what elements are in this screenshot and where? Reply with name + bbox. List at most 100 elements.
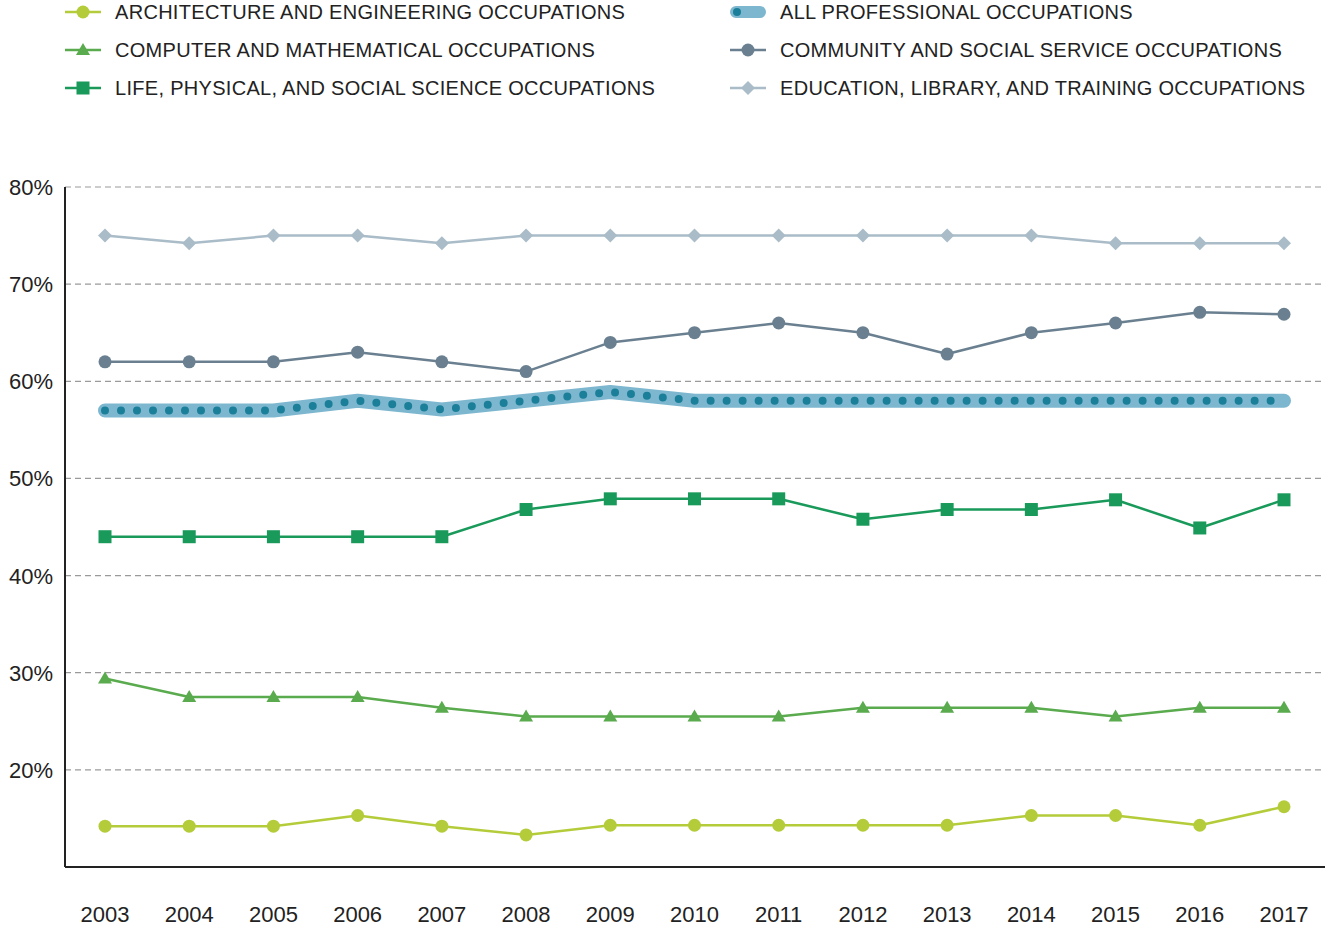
data-point xyxy=(856,513,869,526)
y-tick-label: 40% xyxy=(9,564,53,589)
data-point xyxy=(1278,493,1291,506)
data-point xyxy=(688,326,701,339)
data-point xyxy=(603,709,617,721)
legend-key xyxy=(76,43,90,55)
data-point xyxy=(435,355,448,368)
data-point xyxy=(98,672,112,684)
y-tick-label: 30% xyxy=(9,661,53,686)
series-band xyxy=(105,392,1284,410)
x-tick-label: 2014 xyxy=(1007,902,1056,927)
y-tick-label: 50% xyxy=(9,466,53,491)
data-point xyxy=(604,336,617,349)
legend-key xyxy=(77,82,90,95)
data-point xyxy=(688,819,701,832)
data-point xyxy=(98,229,112,243)
data-point xyxy=(1109,709,1123,721)
data-point xyxy=(1277,701,1291,713)
data-point xyxy=(183,355,196,368)
data-point xyxy=(941,503,954,516)
data-point xyxy=(435,820,448,833)
data-point xyxy=(99,355,112,368)
data-point xyxy=(351,690,365,702)
data-point xyxy=(182,690,196,702)
grid-line xyxy=(65,284,1325,285)
data-point xyxy=(351,530,364,543)
data-point xyxy=(688,229,702,243)
data-point xyxy=(1278,800,1291,813)
data-point xyxy=(435,530,448,543)
data-point xyxy=(940,701,954,713)
y-tick-label: 60% xyxy=(9,369,53,394)
data-point xyxy=(1193,819,1206,832)
legend-key xyxy=(733,8,741,16)
grid-line xyxy=(65,478,1325,479)
series xyxy=(99,492,1291,543)
grid-line xyxy=(65,769,1325,770)
x-tick-label: 2013 xyxy=(923,902,972,927)
data-point xyxy=(772,709,786,721)
data-point xyxy=(519,709,533,721)
legend-label: COMMUNITY AND SOCIAL SERVICE OCCUPATIONS xyxy=(780,39,1282,61)
data-point xyxy=(941,348,954,361)
grid-line xyxy=(65,672,1325,673)
data-point xyxy=(1024,701,1038,713)
data-point xyxy=(1278,308,1291,321)
series xyxy=(98,229,1291,251)
data-point xyxy=(1109,317,1122,330)
data-point xyxy=(1277,236,1291,250)
data-point xyxy=(1024,229,1038,243)
y-axis xyxy=(64,187,66,867)
x-tick-label: 2016 xyxy=(1175,902,1224,927)
legend-label: LIFE, PHYSICAL, AND SOCIAL SCIENCE OCCUP… xyxy=(115,77,655,99)
data-point xyxy=(688,709,702,721)
x-tick-label: 2005 xyxy=(249,902,298,927)
data-point xyxy=(1193,521,1206,534)
data-point xyxy=(351,229,365,243)
y-tick-label: 20% xyxy=(9,758,53,783)
data-point xyxy=(772,492,785,505)
legend-key xyxy=(741,81,755,95)
data-point xyxy=(520,828,533,841)
data-point xyxy=(856,326,869,339)
x-tick-label: 2015 xyxy=(1091,902,1140,927)
data-point xyxy=(182,236,196,250)
x-tick-label: 2003 xyxy=(81,902,130,927)
legend-label: ALL PROFESSIONAL OCCUPATIONS xyxy=(780,1,1133,23)
x-tick-label: 2009 xyxy=(586,902,635,927)
legend-key xyxy=(77,6,90,19)
data-point xyxy=(856,819,869,832)
data-point xyxy=(351,809,364,822)
data-point xyxy=(856,701,870,713)
data-point xyxy=(99,530,112,543)
x-tick-label: 2012 xyxy=(838,902,887,927)
legend-label: ARCHITECTURE AND ENGINEERING OCCUPATIONS xyxy=(115,1,625,23)
series xyxy=(99,800,1291,841)
y-tick-label: 80% xyxy=(9,175,53,200)
data-point xyxy=(772,317,785,330)
data-point xyxy=(1109,236,1123,250)
data-point xyxy=(941,819,954,832)
series-line xyxy=(105,312,1284,371)
data-point xyxy=(183,530,196,543)
data-point xyxy=(351,346,364,359)
data-point xyxy=(267,820,280,833)
data-point xyxy=(1025,326,1038,339)
data-point xyxy=(183,820,196,833)
series xyxy=(105,392,1284,410)
series xyxy=(98,672,1291,722)
x-tick-label: 2010 xyxy=(670,902,719,927)
legend-label: EDUCATION, LIBRARY, AND TRAINING OCCUPAT… xyxy=(780,77,1306,99)
data-point xyxy=(520,503,533,516)
data-point xyxy=(1109,809,1122,822)
grid-line xyxy=(65,381,1325,382)
data-point xyxy=(267,530,280,543)
y-tick-label: 70% xyxy=(9,272,53,297)
data-point xyxy=(1025,809,1038,822)
x-tick-label: 2006 xyxy=(333,902,382,927)
x-tick-label: 2004 xyxy=(165,902,214,927)
data-point xyxy=(1025,503,1038,516)
data-point xyxy=(435,701,449,713)
data-point xyxy=(603,229,617,243)
data-point xyxy=(99,820,112,833)
data-point xyxy=(772,819,785,832)
